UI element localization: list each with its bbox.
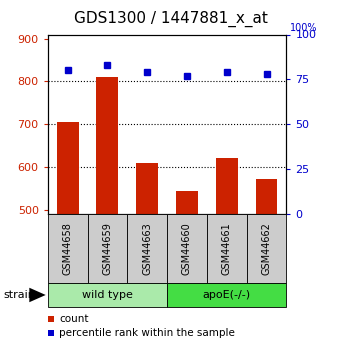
Text: GSM44662: GSM44662 [262,222,271,275]
Bar [247,214,286,283]
Bar [216,158,238,345]
Text: apoE(-/-): apoE(-/-) [203,290,251,300]
Text: GSM44661: GSM44661 [222,222,232,275]
Text: count: count [59,314,89,324]
Text: percentile rank within the sample: percentile rank within the sample [59,328,235,338]
Text: 100%: 100% [290,23,317,33]
Text: strain: strain [3,290,35,300]
Bar [48,214,88,283]
Bar [167,283,286,307]
Text: GSM44659: GSM44659 [102,222,113,275]
Bar [136,162,158,345]
Text: wild type: wild type [82,290,133,300]
Bar [176,191,198,345]
Bar [167,214,207,283]
Polygon shape [29,288,46,302]
Bar [97,77,118,345]
Text: GSM44658: GSM44658 [63,222,73,275]
Bar [48,283,167,307]
Bar [127,214,167,283]
Bar [88,214,127,283]
Text: GDS1300 / 1447881_x_at: GDS1300 / 1447881_x_at [74,10,267,27]
Bar [256,179,278,345]
Bar [207,214,247,283]
Bar [57,122,78,345]
Text: GSM44660: GSM44660 [182,222,192,275]
Text: GSM44663: GSM44663 [142,222,152,275]
